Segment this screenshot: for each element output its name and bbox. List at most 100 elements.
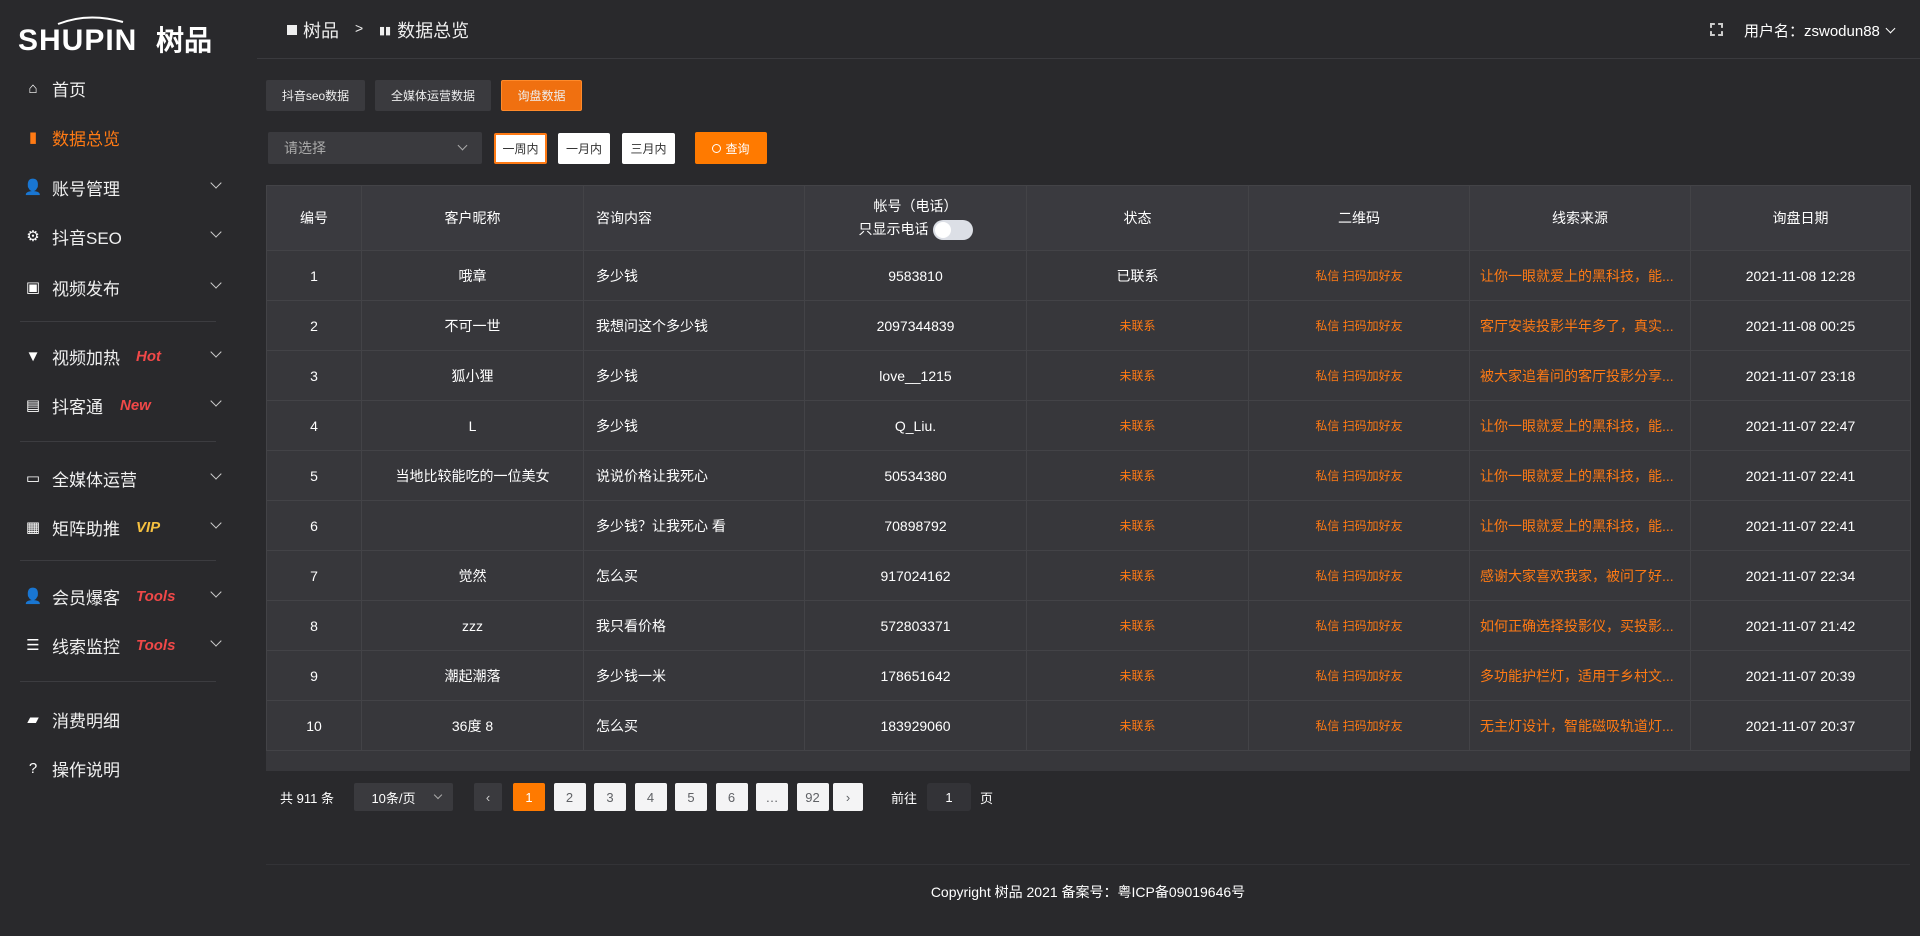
cell-date: 2021-11-07 22:41 [1690, 450, 1911, 501]
cell-date: 2021-11-07 20:37 [1690, 700, 1911, 751]
cell-account: 183929060 [804, 700, 1027, 751]
sidebar-item-label: 全媒体运营 [52, 470, 137, 490]
chevron-left-icon: ‹ [485, 789, 491, 805]
cell-nickname: 哦章 [361, 250, 584, 301]
page-size-select[interactable]: 10条/页 [354, 783, 453, 811]
cell-source[interactable]: 多功能护栏灯，适用于乡村文... [1469, 650, 1691, 701]
page-button[interactable]: 6 [715, 783, 748, 811]
cell-nickname: 36度 8 [361, 700, 584, 751]
cell-source[interactable]: 让你一眼就爱上的黑科技，能... [1469, 500, 1691, 551]
cell-qrcode[interactable]: 私信 扫码加好友 [1248, 500, 1470, 551]
cell-status: 未联系 [1026, 450, 1249, 501]
cell-qrcode[interactable]: 私信 扫码加好友 [1248, 400, 1470, 451]
prev-page-button[interactable]: ‹ [474, 783, 502, 811]
cell-id: 8 [266, 600, 362, 651]
cell-qrcode[interactable]: 私信 扫码加好友 [1248, 350, 1470, 401]
cell-id: 4 [266, 400, 362, 451]
cell-content: 多少钱 [583, 250, 805, 301]
sidebar-item[interactable]: ▦ 矩阵助推 VIP [0, 507, 257, 547]
cell-qrcode[interactable]: 私信 扫码加好友 [1248, 550, 1470, 601]
page-button[interactable]: … [756, 783, 788, 811]
cell-account: Q_Liu. [804, 400, 1027, 451]
cell-qrcode[interactable]: 私信 扫码加好友 [1248, 600, 1470, 651]
range-week-button[interactable]: 一周内 [494, 133, 547, 164]
sidebar-item[interactable]: ▤ 抖客通 New [0, 385, 257, 425]
cell-content: 多少钱 [583, 350, 805, 401]
query-button[interactable]: 查询 [695, 132, 767, 164]
sidebar-item[interactable]: ▣ 视频发布 [0, 267, 257, 307]
svg-text:树品: 树品 [156, 24, 212, 56]
table-header-row: 编号 客户昵称 咨询内容 帐号（电话） 只显示电话 状态 二维码 线索来源 询盘日… [266, 185, 1911, 251]
account-select[interactable]: 请选择 [268, 132, 482, 164]
page-button[interactable]: 5 [675, 783, 707, 811]
breadcrumb-home[interactable]: 树品 [287, 17, 339, 43]
sidebar-item[interactable]: 👤 账号管理 [0, 167, 257, 207]
cell-qrcode[interactable]: 私信 扫码加好友 [1248, 250, 1470, 301]
sidebar-item[interactable]: ▮ 数据总览 [0, 117, 257, 157]
col-id: 编号 [266, 185, 362, 251]
chevron-down-icon [210, 586, 222, 598]
bar-chart-icon: ▮ [28, 129, 38, 146]
sidebar-item[interactable]: ▭ 全媒体运营 [0, 458, 257, 498]
sidebar-item-label: 抖客通 [52, 397, 103, 417]
fullscreen-icon[interactable] [1710, 23, 1723, 36]
chevron-down-icon [210, 177, 222, 189]
cell-source[interactable]: 让你一眼就爱上的黑科技，能... [1469, 250, 1691, 301]
user-icon: 👤 [23, 588, 43, 605]
tab-media-ops[interactable]: 全媒体运营数据 [375, 80, 491, 111]
range-month-button[interactable]: 一月内 [558, 133, 610, 164]
chevron-down-icon [210, 395, 222, 407]
cell-source[interactable]: 让你一眼就爱上的黑科技，能... [1469, 450, 1691, 501]
page-button[interactable]: 4 [634, 783, 667, 811]
cell-source[interactable]: 让你一眼就爱上的黑科技，能... [1469, 400, 1691, 451]
sidebar-item[interactable]: ▰ 消费明细 [0, 699, 257, 739]
sidebar-item[interactable]: ⌂ 首页 [0, 68, 257, 108]
cell-status: 未联系 [1026, 550, 1249, 601]
sidebar-item[interactable]: 👤 会员爆客 Tools [0, 576, 257, 616]
breadcrumb-label: 数据总览 [397, 21, 470, 41]
next-page-button[interactable]: › [833, 783, 863, 811]
user-menu[interactable]: 用户名：zswodun88 [1744, 20, 1896, 41]
cell-status: 未联系 [1026, 700, 1249, 751]
range-3month-button[interactable]: 三月内 [622, 133, 675, 164]
username: 用户名：zswodun88 [1744, 23, 1880, 40]
page-button[interactable]: 92 [796, 783, 829, 811]
cell-source[interactable]: 客厅安装投影半年多了，真实... [1469, 300, 1691, 351]
cell-id: 7 [266, 550, 362, 601]
sidebar-item-label: 抖音SEO [52, 228, 122, 248]
page-button[interactable]: 1 [513, 783, 545, 811]
cell-content: 多少钱？让我死心 看 [583, 500, 805, 551]
cell-qrcode[interactable]: 私信 扫码加好友 [1248, 450, 1470, 501]
page-button[interactable]: 3 [594, 783, 626, 811]
logo[interactable]: SHUPIN 树品 [18, 12, 228, 57]
flag-icon: ▼ [25, 347, 41, 365]
cell-source[interactable]: 无主灯设计，智能磁吸轨道灯... [1469, 700, 1691, 751]
cell-qrcode[interactable]: 私信 扫码加好友 [1248, 650, 1470, 701]
cell-date: 2021-11-08 12:28 [1690, 250, 1911, 301]
cell-source[interactable]: 被大家追着问的客厅投影分享... [1469, 350, 1691, 401]
query-label: 查询 [725, 141, 750, 156]
sidebar-item[interactable]: ? 操作说明 [0, 748, 257, 788]
cell-qrcode[interactable]: 私信 扫码加好友 [1248, 300, 1470, 351]
table-row: 10 36度 8 怎么买 183929060 未联系 私信 扫码加好友 无主灯设计，智能磁吸… [266, 700, 1911, 751]
cell-qrcode[interactable]: 私信 扫码加好友 [1248, 700, 1470, 751]
cell-account: 9583810 [804, 250, 1027, 301]
page-button[interactable]: 2 [553, 783, 586, 811]
cell-nickname: 潮起潮落 [361, 650, 584, 701]
sidebar-item[interactable]: ⚙ 抖音SEO [0, 216, 257, 256]
sidebar-item[interactable]: ▼ 视频加热 Hot [0, 336, 257, 376]
phone-only-toggle[interactable] [932, 220, 973, 241]
sidebar-item-label: 账号管理 [52, 179, 120, 199]
goto-page-input[interactable]: 1 [927, 783, 971, 811]
cell-nickname: zzz [361, 600, 584, 651]
tab-inquiry[interactable]: 询盘数据 [501, 80, 582, 111]
cell-nickname: 不可一世 [361, 300, 584, 351]
sidebar-item-label: 视频加热 [52, 348, 120, 368]
chevron-down-icon [210, 226, 222, 238]
page-size-value: 10条/页 [371, 790, 416, 806]
tab-douyin-seo[interactable]: 抖音seo数据 [266, 80, 365, 111]
cell-source[interactable]: 感谢大家喜欢我家，被问了好... [1469, 550, 1691, 601]
table-row: 3 狐小狸 多少钱 love__1215 未联系 私信 扫码加好友 被大家追着问的客厅投影分… [266, 350, 1911, 401]
sidebar-item[interactable]: ☰ 线索监控 Tools [0, 625, 257, 665]
cell-source[interactable]: 如何正确选择投影仪，买投影... [1469, 600, 1691, 651]
